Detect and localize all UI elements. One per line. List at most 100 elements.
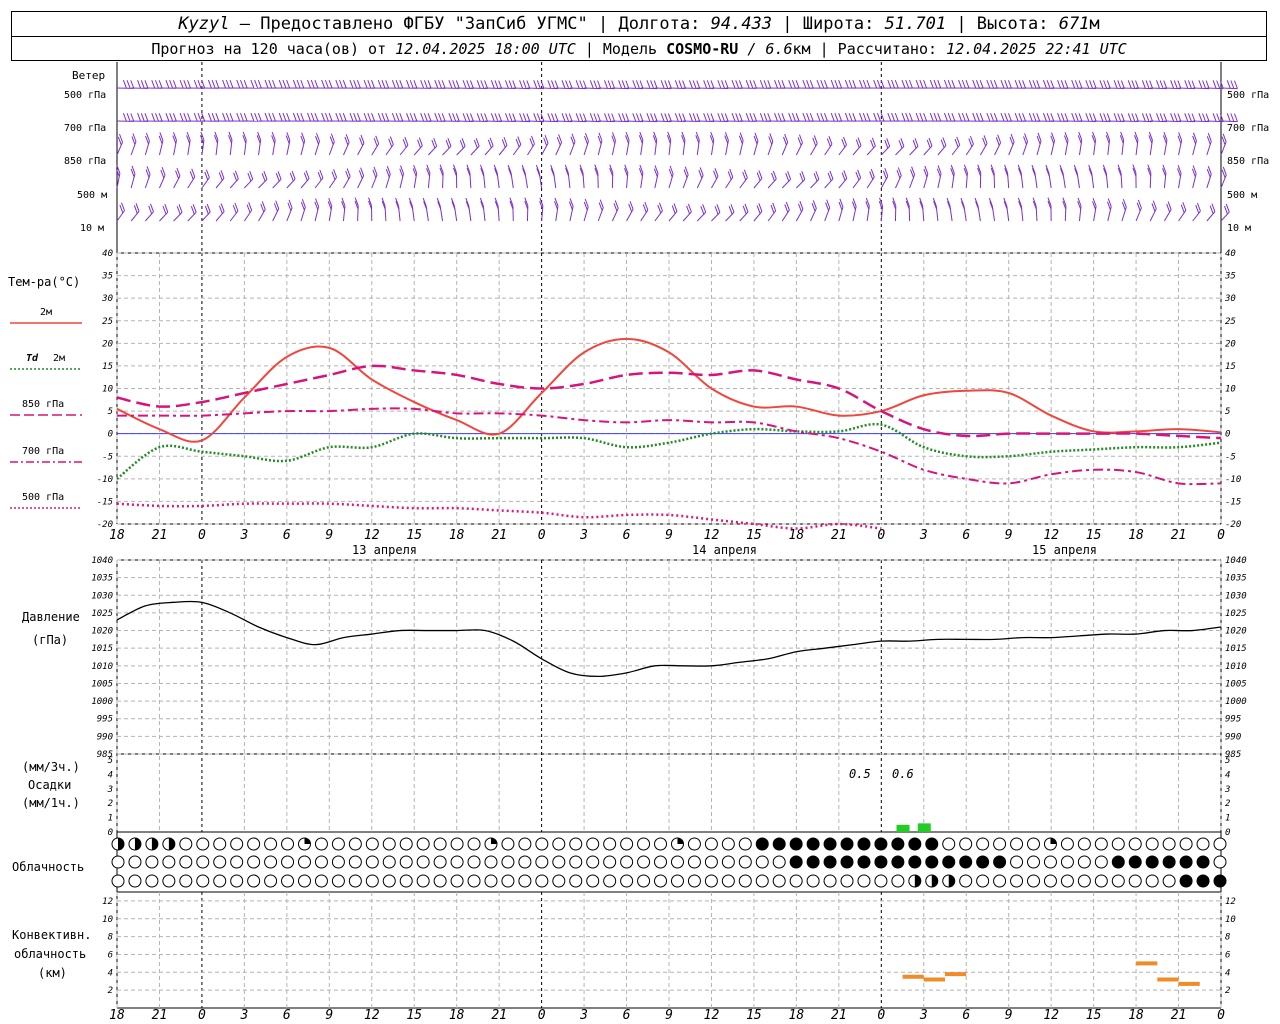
- temp-y-tick-right: -5: [1225, 452, 1236, 462]
- cloud-circle: [1027, 874, 1041, 888]
- wind-barb-flag: [995, 137, 1000, 146]
- wind-barb-flag: [614, 200, 619, 209]
- wind-barb-flag: [975, 201, 980, 210]
- wind-barb-flag: [1004, 164, 1009, 173]
- cloud-circle: [1179, 874, 1193, 888]
- wind-barb-flag: [1050, 80, 1055, 89]
- wind-barb-flag: [990, 79, 995, 89]
- wind-barb-flag: [521, 164, 526, 174]
- wind-barb-flag: [1192, 165, 1197, 174]
- cloud-circle: [230, 874, 244, 888]
- cloud-circle: [586, 855, 600, 869]
- wind-barb-flag: [813, 135, 818, 144]
- wind-barb-flag: [1059, 164, 1064, 174]
- cloud-circle: [1145, 874, 1159, 888]
- cloud-circle: [416, 837, 430, 851]
- wind-barb-flag: [639, 164, 644, 174]
- wind-barb-flag: [130, 168, 135, 178]
- wind-barb-flag: [547, 113, 552, 122]
- wind-barb-flag: [459, 140, 464, 149]
- wind-barb: [1107, 87, 1125, 90]
- wind-barb-flag: [977, 164, 982, 173]
- wind-barb-flag: [876, 79, 881, 89]
- wind-barb-flag: [1014, 79, 1019, 89]
- temp-y-tick-left: -5: [102, 452, 113, 462]
- pressure-y-tick-left: 1030: [91, 591, 113, 601]
- cloud-circle: [823, 837, 837, 851]
- cloud-circle: [654, 874, 668, 888]
- x-tick-label: 18: [109, 1008, 125, 1023]
- wind-barb-flag: [1018, 168, 1023, 177]
- wind-barb-flag: [493, 164, 498, 174]
- chart-header: Kyzyl – Предоставлено ФГБУ "ЗапСиб УГМС"…: [11, 11, 1267, 61]
- wind-barb-flag: [441, 80, 446, 89]
- wind-barb-flag: [1151, 203, 1156, 212]
- wind-barb-flag: [919, 200, 924, 210]
- wind-barb-flag: [434, 113, 439, 122]
- cloud-circle: [1043, 855, 1057, 869]
- wind-barb-flag: [193, 79, 198, 89]
- precip-y-tick-left: 1: [108, 814, 113, 824]
- wind-barb-flag: [282, 79, 287, 89]
- cloud-circle: [925, 855, 939, 869]
- wind-barb-flag: [519, 113, 524, 122]
- wind-barb-flag: [806, 80, 811, 89]
- cloud-circle-fill: [151, 838, 158, 850]
- wind-barb-flag: [960, 201, 965, 210]
- wind-barb-flag: [692, 80, 697, 89]
- cloud-circle: [1213, 837, 1227, 851]
- wind-barb-flag: [310, 79, 315, 89]
- wind-barb: [668, 211, 678, 222]
- wind-barb-flag: [189, 171, 194, 180]
- wind-barb-flag: [498, 80, 503, 89]
- wind-barb-flag: [743, 169, 748, 179]
- wind-barb-flag: [228, 131, 233, 141]
- wind-barb-flag: [1131, 80, 1136, 89]
- wind-title: Ветер: [72, 69, 105, 82]
- legend-t2m-label: 2м: [40, 307, 52, 318]
- x-tick-label: 6: [283, 528, 291, 543]
- wind-barb-flag: [852, 112, 857, 122]
- wind-barb-flag: [1219, 80, 1224, 89]
- wind-barb-flag: [1003, 197, 1008, 207]
- wind-barb-flag: [1209, 205, 1214, 214]
- wind-barb-flag: [215, 113, 220, 122]
- wind-barb-flag: [1156, 80, 1160, 89]
- wind-barb-flag: [830, 79, 835, 89]
- wind-barb: [442, 145, 452, 156]
- wind-barb: [1220, 87, 1238, 90]
- wind-barb: [753, 178, 763, 189]
- temp-y-tick-left: 10: [102, 385, 113, 395]
- cloud-circle: [297, 874, 311, 888]
- wind-barb-flag: [1117, 80, 1122, 89]
- wind-barb-flag: [843, 170, 848, 179]
- wind-barb-flag: [891, 112, 896, 122]
- wind-barb-flag: [607, 113, 612, 122]
- wind-barb-flag: [192, 204, 197, 213]
- wind-barb-flag: [1042, 113, 1047, 122]
- wind-barb-flag: [797, 137, 802, 146]
- wind-barb-flag: [409, 113, 414, 122]
- cloud-circle: [518, 855, 532, 869]
- temp-y-tick-right: -20: [1225, 520, 1241, 530]
- wind-barb: [499, 87, 516, 90]
- wind-barb-flag: [1134, 131, 1139, 141]
- cloud-circle: [1162, 837, 1176, 851]
- wind-barb-flag: [986, 112, 991, 122]
- x-tick-label: 3: [579, 1008, 588, 1023]
- wind-barb-flag: [282, 112, 287, 122]
- cloud-circle: [1111, 874, 1125, 888]
- wind-barb: [654, 210, 663, 222]
- cloud-circle: [569, 874, 583, 888]
- cloud-circle: [518, 874, 532, 888]
- wind-barb-flag: [901, 79, 906, 89]
- wind-barb-flag: [519, 80, 524, 89]
- x-tick-label: 6: [962, 1008, 970, 1023]
- x-tick-label: 12: [1043, 1008, 1059, 1023]
- wind-barb-flag: [745, 113, 750, 122]
- wind-barb-flag: [243, 79, 248, 89]
- wind-barb-flag: [579, 164, 584, 173]
- wind-barb-flag: [292, 112, 297, 122]
- wind-barb-flag: [1047, 200, 1052, 210]
- wind-barb-flag: [465, 197, 470, 207]
